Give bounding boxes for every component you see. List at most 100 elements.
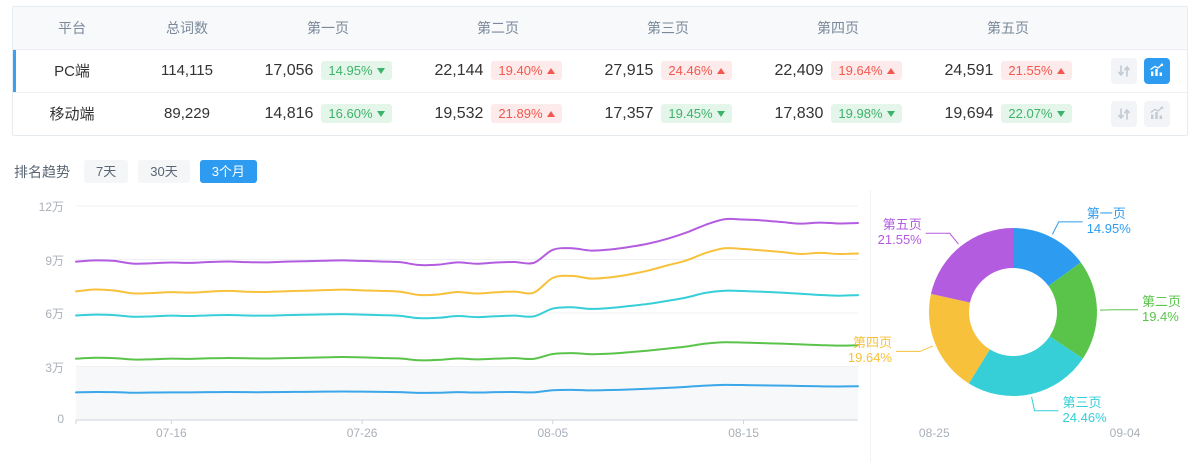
page4-change-badge: 19.98% — [831, 104, 902, 124]
page5-change-value: 21.55% — [1008, 63, 1053, 78]
range-30d[interactable]: 30天 — [138, 160, 190, 183]
cell-page1: 17,056 14.95% — [243, 49, 413, 93]
donut-label-1: 第一页 14.95% — [1087, 206, 1131, 236]
keyword-summary-table: 平台 总词数 第一页 第二页 第三页 第四页 第五页 PC端 114,115 17… — [12, 6, 1188, 136]
chart-bars-icon[interactable] — [1143, 57, 1170, 84]
page5-count: 24,591 — [944, 61, 994, 79]
trend-toolbar: 排名趋势 7天 30天 3个月 — [14, 160, 257, 183]
arrow-down-icon — [716, 110, 725, 117]
sort-updown-icon[interactable] — [1110, 57, 1137, 84]
cell-total-keywords: 114,115 — [131, 49, 243, 93]
y-tick-4: 12万 — [38, 200, 64, 214]
page4-change-value: 19.64% — [838, 63, 883, 78]
cell-page3: 17,357 19.45% — [583, 92, 753, 135]
donut-label-5: 第五页 21.55% — [842, 217, 922, 247]
page5-change-value: 22.07% — [1008, 106, 1053, 122]
line-chart-svg — [75, 205, 1126, 424]
page2-count: 22,144 — [434, 61, 484, 79]
donut-label-5-name: 第五页 — [882, 217, 922, 233]
y-tick-0: 0 — [57, 412, 64, 426]
arrow-up-icon — [546, 67, 555, 74]
page4-change-value: 19.98% — [838, 106, 883, 122]
donut-label-4-value: 19.64% — [847, 350, 892, 366]
donut-chart-svg — [896, 221, 1138, 412]
page1-count: 14,816 — [264, 104, 314, 122]
cell-page4: 17,830 19.98% — [753, 92, 923, 135]
cell-page2: 19,532 21.89% — [413, 92, 583, 135]
x-tick-0: 07-16 — [156, 426, 187, 440]
donut-label-4: 第四页 19.64% — [812, 335, 892, 365]
range-7d[interactable]: 7天 — [84, 160, 129, 183]
page5-change-badge: 22.07% — [1001, 104, 1072, 124]
page3-change-value: 19.45% — [668, 106, 713, 122]
col-header-actions — [1093, 7, 1187, 50]
page4-change-badge: 19.64% — [831, 61, 902, 80]
donut-label-1-value: 14.95% — [1086, 220, 1131, 236]
donut-label-3-value: 24.46% — [1062, 409, 1107, 425]
arrow-up-icon — [716, 67, 725, 74]
x-tick-4: 08-25 — [918, 426, 950, 440]
donut-label-4-name: 第四页 — [852, 335, 892, 351]
page3-count: 17,357 — [604, 104, 654, 122]
cell-page5: 19,694 22.07% — [923, 92, 1093, 135]
page5-change-badge: 21.55% — [1001, 61, 1072, 80]
page1-change-badge: 16.60% — [321, 104, 392, 124]
page1-count: 17,056 — [264, 61, 314, 79]
page2-change-value: 19.40% — [498, 63, 543, 78]
page1-change-value: 14.95% — [328, 63, 373, 78]
trend-title: 排名趋势 — [14, 163, 70, 180]
x-tick-2: 08-05 — [537, 426, 569, 440]
table-row[interactable]: 移动端 89,229 14,816 16.60% 19,532 21.89% 17… — [13, 92, 1187, 135]
y-tick-3: 9万 — [45, 253, 64, 268]
col-header-page2: 第二页 — [413, 7, 583, 50]
cell-page4: 22,409 19.64% — [753, 49, 923, 93]
page4-count: 22,409 — [774, 61, 824, 79]
arrow-down-icon — [1056, 110, 1065, 117]
range-3m[interactable]: 3个月 — [199, 160, 257, 183]
cell-platform: PC端 — [13, 49, 131, 93]
charts-area: 0 3万 6万 9万 12万 07-16 07-26 08-05 08-15 08-25 09-0… — [12, 190, 1188, 462]
cell-actions — [1093, 92, 1187, 135]
y-tick-1: 3万 — [45, 360, 64, 375]
donut-label-5-value: 21.55% — [877, 232, 922, 248]
col-header-total: 总词数 — [131, 7, 243, 50]
rank-trend-line-chart[interactable]: 0 3万 6万 9万 12万 07-16 07-26 08-05 08-15 08-25 09-0… — [12, 190, 1141, 462]
page2-change-badge: 21.89% — [491, 104, 562, 124]
page4-count: 17,830 — [774, 104, 824, 122]
col-header-page5: 第五页 — [923, 7, 1093, 50]
col-header-platform: 平台 — [13, 7, 131, 50]
page2-change-badge: 19.40% — [491, 61, 562, 80]
x-tick-3: 08-15 — [728, 426, 759, 440]
arrow-down-icon — [376, 67, 385, 74]
arrow-down-icon — [886, 110, 895, 117]
page1-change-value: 16.60% — [328, 106, 373, 122]
page3-change-value: 24.46% — [668, 63, 713, 78]
cell-page2: 22,144 19.40% — [413, 49, 583, 93]
table-row[interactable]: PC端 114,115 17,056 14.95% 22,144 19.40% 2… — [13, 49, 1187, 93]
page2-count: 19,532 — [434, 104, 484, 122]
x-tick-1: 07-26 — [346, 426, 378, 440]
page3-change-badge: 24.46% — [661, 61, 732, 80]
col-header-page3: 第三页 — [583, 7, 753, 50]
donut-label-2: 第二页 19.4% — [1142, 294, 1181, 324]
arrow-up-icon — [886, 67, 895, 74]
table-header-row: 平台 总词数 第一页 第二页 第三页 第四页 第五页 — [13, 7, 1187, 50]
chart-bars-icon[interactable] — [1143, 100, 1170, 127]
page-distribution-donut-chart[interactable]: 第一页 14.95% 第二页 19.4% 第三页 24.46% 第四页 19.64% 第五页 21… — [848, 190, 1188, 462]
cell-page5: 24,591 21.55% — [923, 49, 1093, 93]
arrow-up-icon — [1056, 67, 1065, 74]
arrow-down-icon — [376, 110, 385, 117]
donut-label-1-name: 第一页 — [1086, 205, 1126, 221]
page1-change-badge: 14.95% — [321, 61, 392, 80]
x-tick-5: 09-04 — [1109, 426, 1141, 440]
sort-updown-icon[interactable] — [1110, 100, 1137, 127]
cell-page1: 14,816 16.60% — [243, 92, 413, 135]
col-header-page1: 第一页 — [243, 7, 413, 50]
cell-page3: 27,915 24.46% — [583, 49, 753, 93]
donut-label-3: 第三页 24.46% — [1063, 395, 1107, 425]
cell-actions — [1093, 49, 1187, 93]
donut-label-3-name: 第三页 — [1062, 394, 1102, 410]
arrow-up-icon — [546, 110, 555, 117]
donut-label-2-name: 第二页 — [1141, 293, 1181, 309]
